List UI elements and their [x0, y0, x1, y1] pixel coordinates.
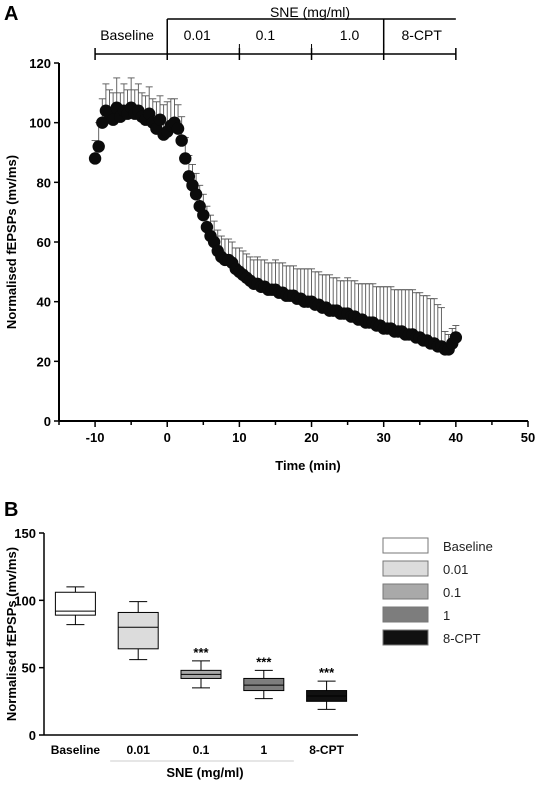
- y-tick-label: 100: [29, 116, 51, 131]
- y-tick-label: 150: [14, 526, 36, 541]
- box: [117, 611, 159, 650]
- y-tick-label: 20: [37, 354, 51, 369]
- time-course-chart: 0 20 40 60 80 100 120 -10 0 10 20 30 40 50: [29, 56, 535, 445]
- y-tick-label: 0: [29, 728, 36, 743]
- box-plot-chart: 0 50 100 150 Baseline 0.01 *** 0.1 *** 1 *** 8-CPT: [14, 526, 358, 762]
- legend-label: 8-CPT: [443, 631, 481, 646]
- x-tick-label: 30: [376, 430, 390, 445]
- legend-swatch: [382, 583, 429, 600]
- y-tick-label: 50: [22, 661, 36, 676]
- condition-label: 0.1: [256, 27, 276, 43]
- y-tick-label: 100: [14, 593, 36, 608]
- legend: Baseline 0.01 0.1 1 8-CPT: [382, 537, 493, 646]
- x-category-label: 1: [260, 743, 267, 757]
- y-tick-label: 120: [29, 56, 51, 71]
- data-point: [197, 208, 210, 222]
- condition-label: 0.01: [184, 27, 211, 43]
- x-tick-label: 0: [164, 430, 171, 445]
- legend-swatch: [382, 537, 429, 554]
- condition-label: 8-CPT: [401, 27, 442, 43]
- x-tick-label: 20: [304, 430, 318, 445]
- data-point: [189, 188, 203, 201]
- legend-label: 1: [443, 608, 450, 623]
- significance-marker: ***: [193, 645, 209, 660]
- box-y-axis-title: Normalised fEPSPs (mv/ms): [4, 547, 19, 721]
- x-tick-label: 40: [449, 430, 463, 445]
- data-point: [449, 331, 463, 344]
- legend-swatch: [382, 629, 429, 646]
- panel-a-letter: A: [4, 3, 18, 25]
- significance-marker: ***: [256, 654, 272, 669]
- condition-bar: Baseline 0.01 0.1 1.0 8-CPT: [94, 18, 457, 60]
- panel-b-letter: B: [4, 499, 18, 521]
- box: [54, 591, 96, 616]
- data-point: [179, 152, 192, 165]
- y-tick-label: 0: [44, 414, 51, 429]
- box-x-axis-title: SNE (mg/ml): [166, 765, 243, 780]
- condition-label: 1.0: [340, 27, 360, 43]
- y-axis-title: Normalised fEPSPs (mv/ms): [4, 155, 19, 329]
- x-axis-title: Time (min): [275, 458, 341, 473]
- data-point: [96, 116, 109, 129]
- legend-label: Baseline: [443, 539, 493, 554]
- y-tick-label: 60: [37, 235, 51, 250]
- x-category-label: 0.1: [193, 743, 210, 757]
- data-point: [175, 134, 188, 147]
- significance-marker: ***: [319, 665, 335, 680]
- legend-label: 0.1: [443, 585, 461, 600]
- x-tick-label: 50: [521, 430, 535, 445]
- y-tick-label: 80: [37, 175, 51, 190]
- x-category-label: 8-CPT: [309, 743, 344, 757]
- x-tick-label: -10: [86, 430, 105, 445]
- legend-swatch: [382, 560, 429, 577]
- x-category-label: 0.01: [127, 743, 151, 757]
- legend-label: 0.01: [443, 562, 468, 577]
- data-point: [92, 140, 105, 153]
- x-tick-label: 10: [232, 430, 246, 445]
- legend-swatch: [382, 606, 429, 623]
- x-category-label: Baseline: [51, 743, 101, 757]
- data-point: [88, 152, 102, 165]
- box: [243, 677, 285, 692]
- data-point: [153, 113, 167, 126]
- y-tick-label: 40: [37, 295, 51, 310]
- condition-label: Baseline: [100, 27, 154, 43]
- data-point: [171, 122, 185, 135]
- sne-header: SNE (mg/ml): [270, 4, 350, 20]
